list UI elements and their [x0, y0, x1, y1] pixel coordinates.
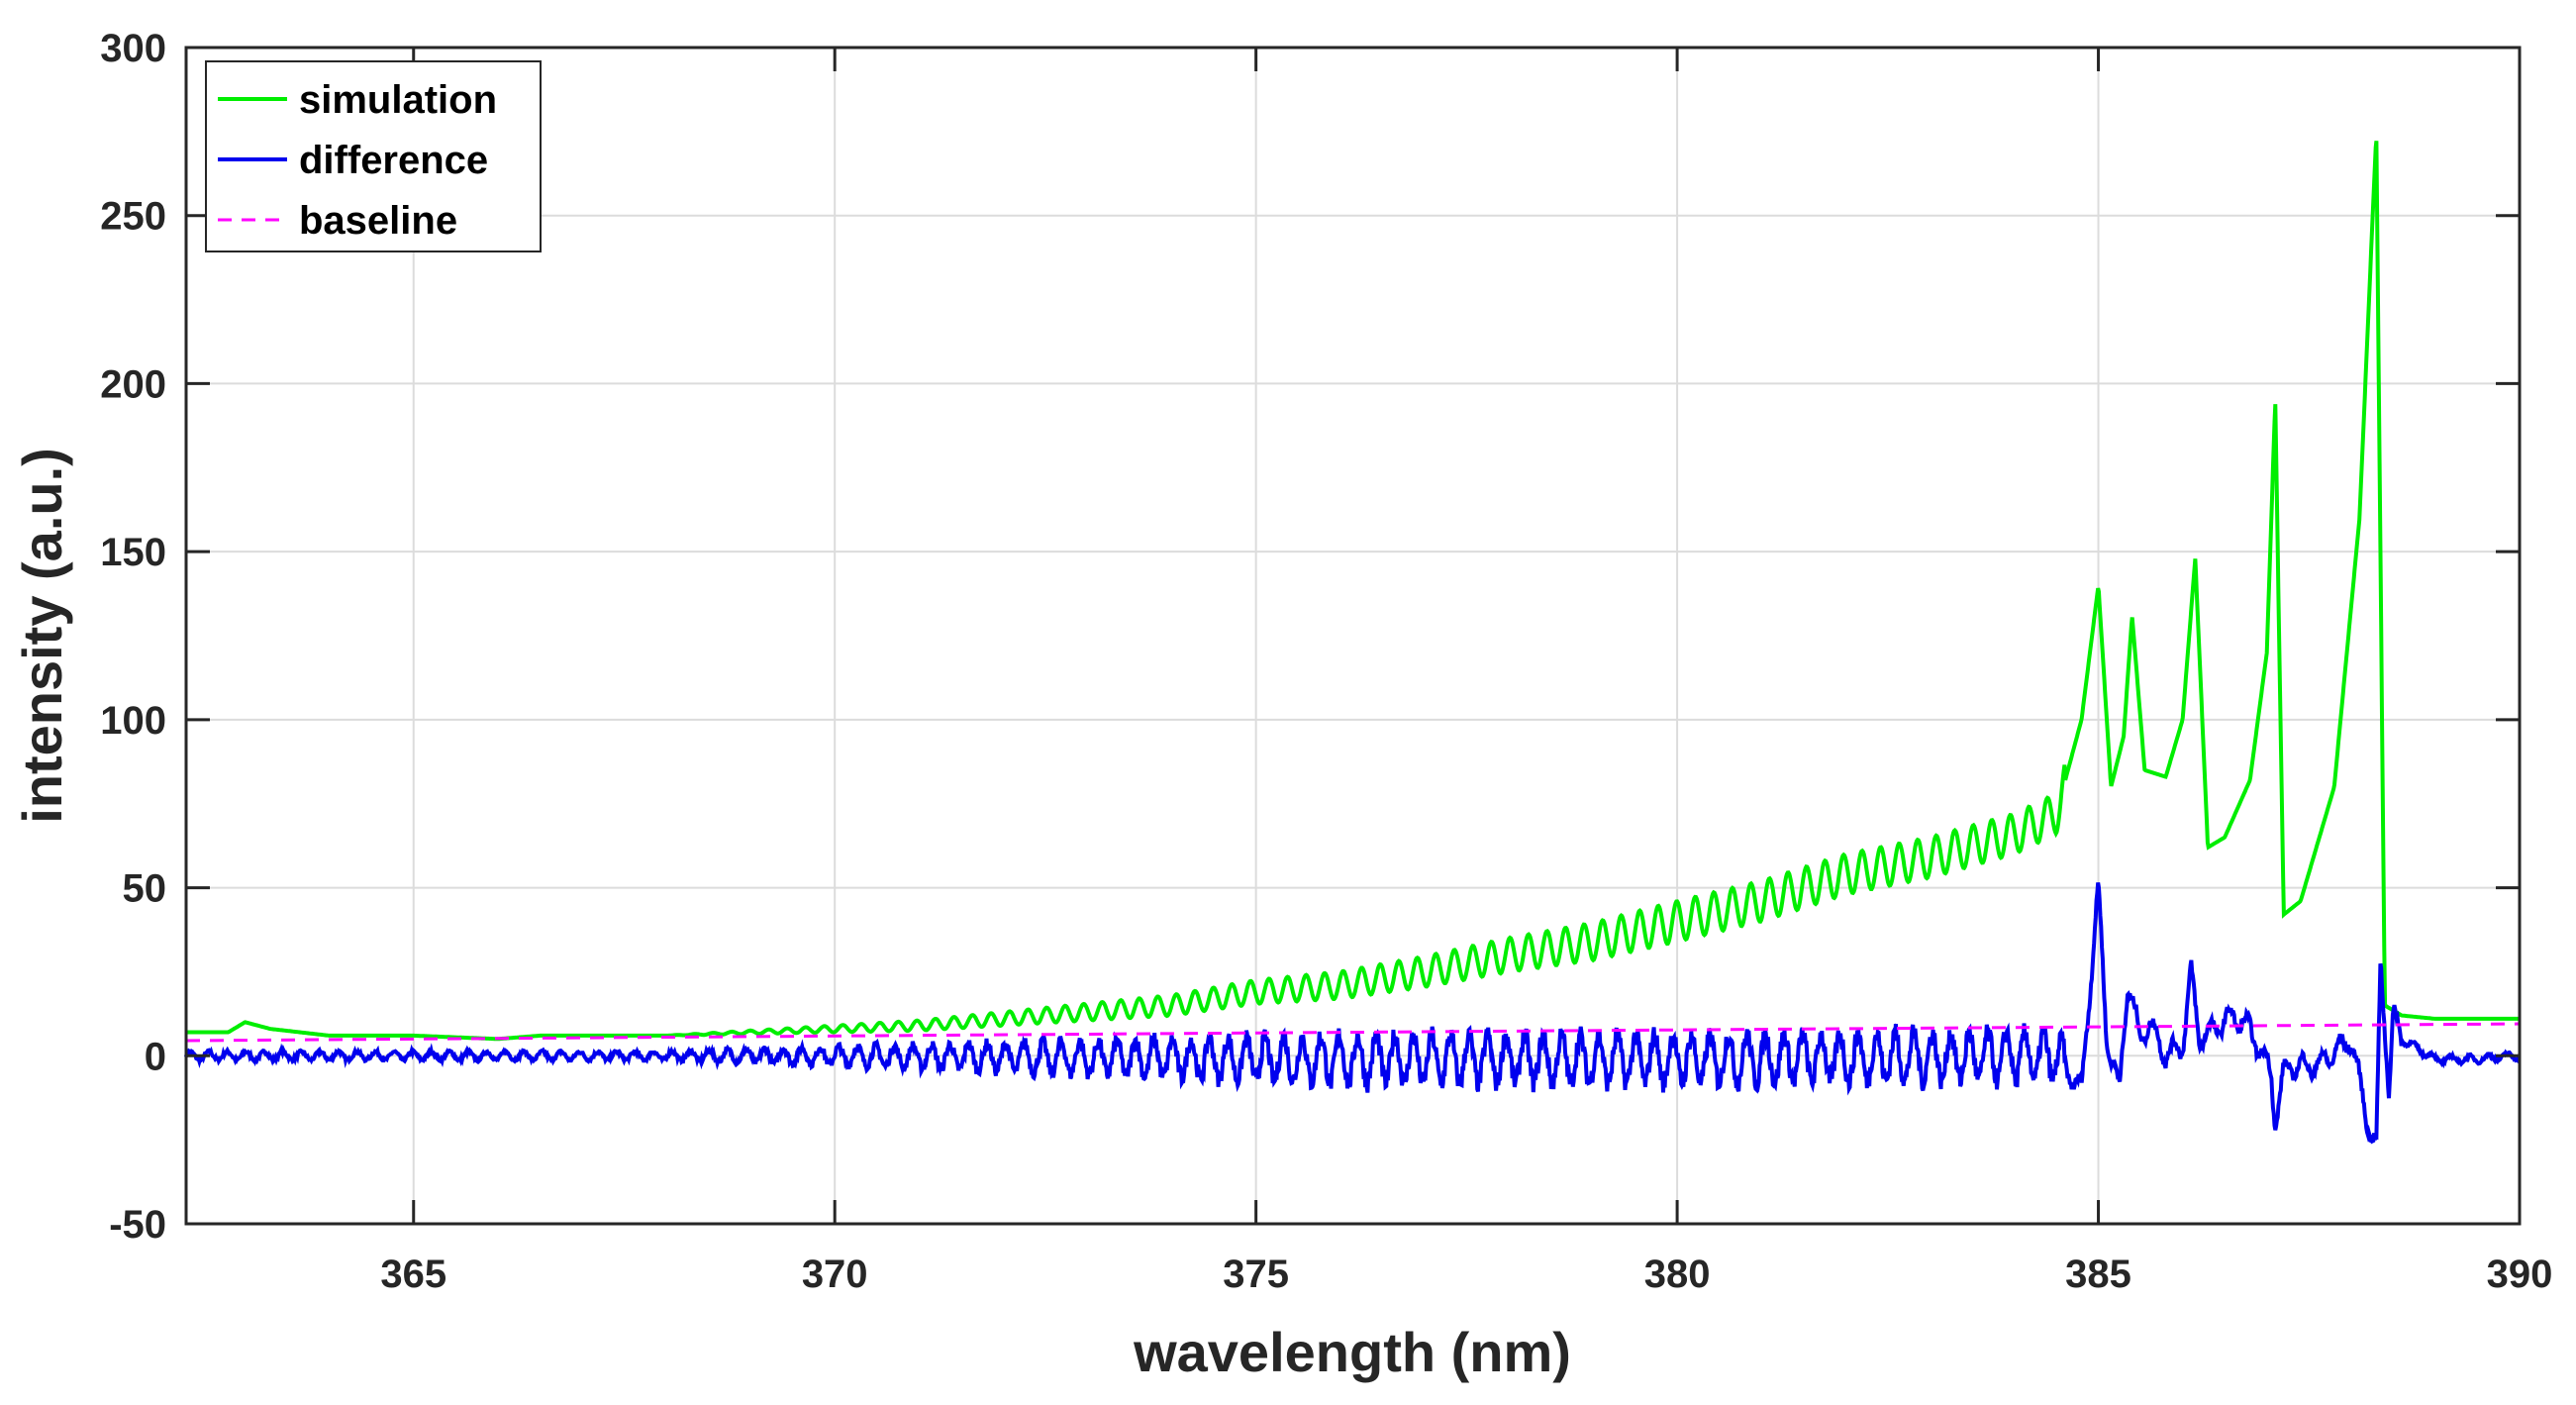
y-tick-label: -50	[109, 1203, 166, 1247]
y-tick-label: 50	[123, 867, 167, 911]
x-tick-label: 390	[2487, 1253, 2553, 1296]
y-axis-label: intensity (a.u.)	[11, 448, 73, 824]
legend-label-baseline: baseline	[299, 199, 457, 243]
x-tick-label: 370	[802, 1253, 868, 1296]
series-difference	[184, 882, 2522, 1145]
y-tick-label: 250	[100, 195, 166, 239]
y-tick-label: 100	[100, 699, 166, 743]
x-tick-label: 380	[1644, 1253, 1711, 1296]
x-axis-label: wavelength (nm)	[1133, 1321, 1571, 1383]
legend: simulation difference baseline	[205, 60, 542, 252]
series-simulation	[186, 141, 2520, 1042]
x-tick-label: 385	[2065, 1253, 2131, 1296]
x-tick-label: 375	[1223, 1253, 1289, 1296]
plot-border	[184, 46, 2522, 1226]
legend-label-simulation: simulation	[299, 78, 497, 122]
series-layer	[184, 141, 2522, 1145]
x-tick-labels: 365 370 375 380 385 390	[380, 1253, 2552, 1296]
y-tick-labels: -50 0 50 100 150 200 250 300	[100, 27, 166, 1247]
y-tick-label: 200	[100, 362, 166, 406]
x-tick-label: 365	[380, 1253, 446, 1296]
y-tick-label: 0	[145, 1035, 166, 1078]
axis-ticks	[186, 46, 2522, 1226]
y-tick-label: 150	[100, 531, 166, 574]
y-tick-label: 300	[100, 27, 166, 70]
legend-box	[205, 60, 542, 252]
legend-label-difference: difference	[299, 139, 488, 182]
series-baseline	[185, 1022, 2521, 1043]
plot-area	[184, 46, 2522, 1226]
